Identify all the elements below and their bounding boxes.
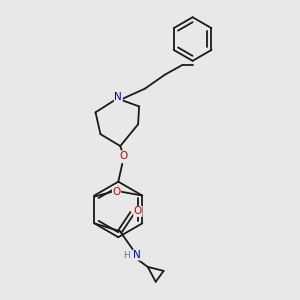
Text: N: N — [133, 250, 141, 260]
Text: O: O — [119, 151, 128, 161]
Text: N: N — [114, 92, 122, 103]
Text: O: O — [134, 206, 142, 216]
Text: H: H — [124, 250, 130, 260]
Text: O: O — [112, 187, 121, 196]
